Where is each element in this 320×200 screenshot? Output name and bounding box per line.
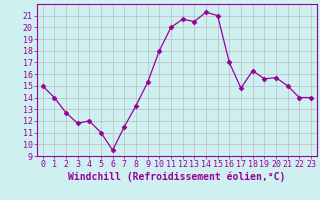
X-axis label: Windchill (Refroidissement éolien,°C): Windchill (Refroidissement éolien,°C) — [68, 172, 285, 182]
